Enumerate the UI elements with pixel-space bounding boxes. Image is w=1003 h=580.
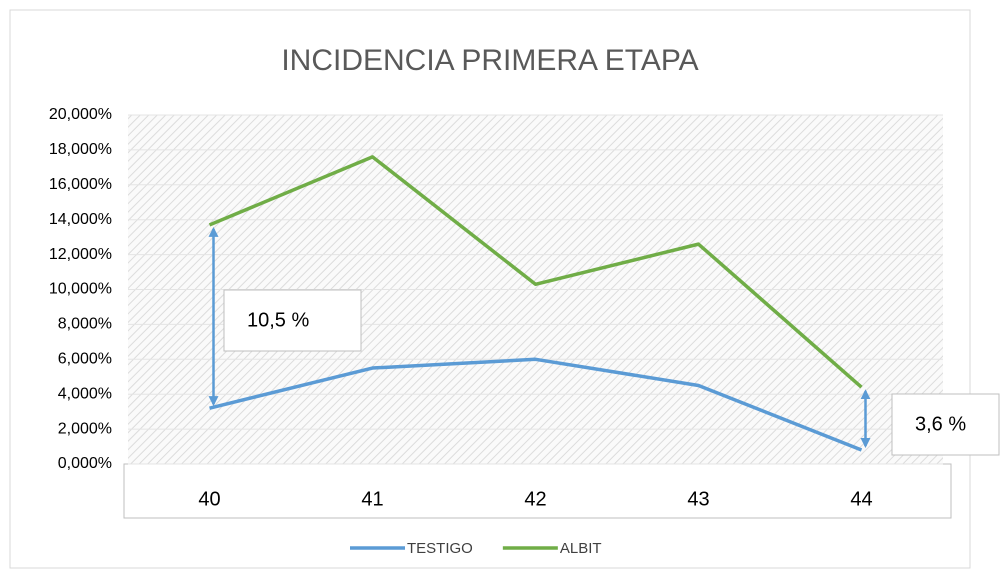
chart-title: INCIDENCIA PRIMERA ETAPA xyxy=(281,44,698,77)
x-tick-label: 41 xyxy=(361,488,383,510)
y-tick-label: 8,000% xyxy=(58,316,112,333)
y-tick-label: 20,000% xyxy=(49,106,112,123)
y-tick-label: 16,000% xyxy=(49,176,112,193)
annotation-text: 10,5 % xyxy=(247,309,309,331)
y-tick-label: 4,000% xyxy=(58,385,112,402)
y-tick-label: 10,000% xyxy=(49,281,112,298)
x-tick-label: 44 xyxy=(850,488,872,510)
y-tick-label: 2,000% xyxy=(58,420,112,437)
series-line xyxy=(208,155,863,389)
legend-label: TESTIGO xyxy=(407,540,473,557)
x-tick-label: 42 xyxy=(524,488,546,510)
legend-label: ALBIT xyxy=(560,540,602,557)
annotation-box xyxy=(223,289,362,352)
x-tick-label: 43 xyxy=(687,488,709,510)
series-line xyxy=(209,357,863,452)
annotation-text: 3,6 % xyxy=(915,413,966,435)
annotation-box xyxy=(891,393,1000,456)
y-tick-label: 14,000% xyxy=(49,211,112,228)
y-tick-label: 0,000% xyxy=(58,455,112,472)
y-tick-label: 18,000% xyxy=(49,141,112,158)
y-tick-label: 12,000% xyxy=(49,246,112,263)
y-tick-label: 6,000% xyxy=(58,351,112,368)
x-tick-label: 40 xyxy=(198,488,220,510)
